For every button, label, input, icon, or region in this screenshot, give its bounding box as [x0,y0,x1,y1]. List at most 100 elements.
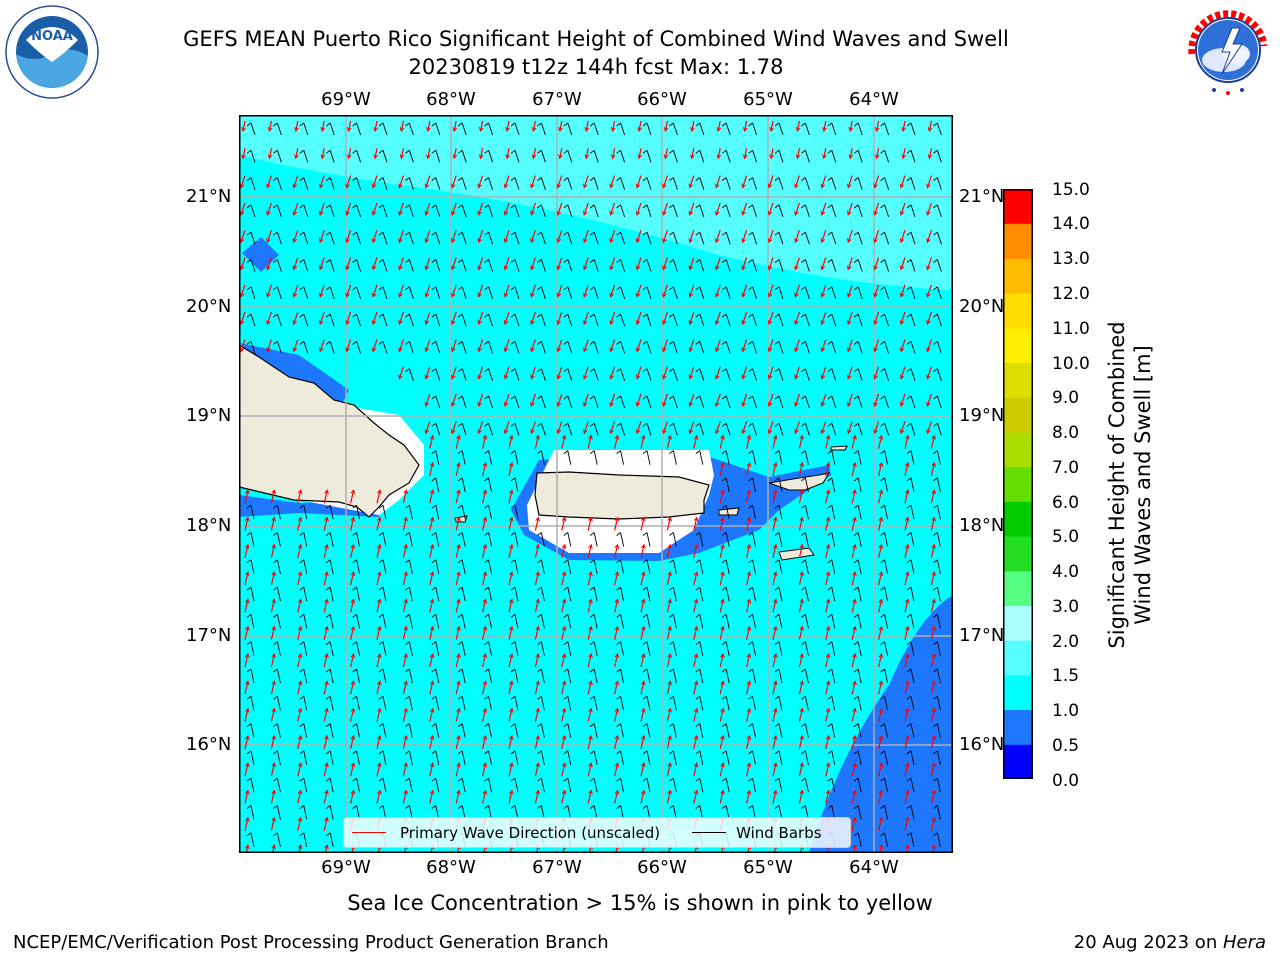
wave-direction-arrow [772,626,777,640]
wind-barb-staff [329,313,335,327]
wind-barb-staff [752,641,757,656]
wave-direction-arrow [904,763,909,777]
wind-barb-tick [748,313,753,318]
wave-arrow-head [424,183,430,189]
wind-barb-tick [827,204,833,209]
wave-direction-arrow [821,421,827,434]
wind-barb-staff [540,668,545,684]
wave-arrow-head [873,401,878,407]
wind-barb-staff [752,259,758,272]
wave-direction-arrow [847,393,853,407]
wave-direction-arrow [372,175,378,188]
wave-direction-arrow [878,490,883,504]
wave-arrow-head [477,210,482,216]
wind-barb-tick [299,259,305,263]
wind-barb-staff [936,750,941,765]
wave-direction-arrow [451,311,457,325]
wave-direction-arrow [636,202,642,216]
wave-direction-arrow [719,653,724,668]
wind-barb-staff [540,750,545,765]
wave-direction-arrow [640,735,645,750]
wave-direction-arrow [666,735,671,750]
wind-barb-tick [325,341,331,345]
wind-barb-staff [514,313,520,327]
wind-barb-tick [352,177,357,181]
wind-barb-staff [699,750,704,765]
wind-barb-tick [484,231,489,236]
wave-arrow-head [931,762,936,768]
wind-barb-tick [642,177,648,181]
wave-direction-arrow [508,435,513,449]
wave-direction-arrow [297,735,302,750]
wind-barb-tick [906,777,912,782]
wave-direction-arrow [878,435,883,449]
wind-barb-staff [356,641,361,656]
wind-barb-tick [774,422,780,427]
wind-barb-tick [484,450,489,454]
wind-barb-tick [431,668,437,673]
wind-barb-tick [695,395,701,400]
wind-barb-staff [567,313,573,327]
wave-arrow-head [530,292,535,298]
wind-barb-tick [431,341,437,345]
wind-barb-staff [804,750,809,765]
wave-direction-arrow [851,681,856,695]
wind-barb-tick [906,832,912,837]
wave-arrow-head [346,154,352,160]
wave-direction-arrow [746,626,751,640]
wave-direction-arrow [557,311,563,325]
wind-barb-staff [910,641,915,656]
wind-barb-tick [721,204,727,209]
wind-barb-tick [827,368,833,373]
wind-barb-staff [910,423,916,436]
legend-barb-label: Wind Barbs [736,823,822,842]
wind-barb-staff [725,122,731,136]
wind-barb-staff [408,177,414,190]
wind-barb-tick [880,477,885,482]
wave-direction-arrow [293,175,299,188]
wave-arrow-head [899,401,905,407]
wave-arrow-head [452,154,458,160]
wave-direction-arrow [662,230,668,243]
wind-barb-tick [880,805,885,809]
wave-arrow-head [556,292,562,298]
wind-barb-tick [721,313,727,318]
wind-barb-tick [721,450,727,454]
wind-barb-tick [853,641,859,646]
wind-barb-tick [827,668,833,673]
wind-barb-staff [276,559,281,574]
wave-arrow-head [429,625,435,631]
wave-arrow-head [799,516,804,522]
wave-direction-arrow [508,599,513,613]
wind-barb-tick [246,341,252,345]
wave-arrow-head [350,652,356,658]
wind-barb-tick [378,586,384,591]
colorbar-bin [1003,536,1033,572]
colorbar-tick: 0.0 [1052,771,1080,791]
wind-barb-tick [616,395,621,400]
wind-barb-tick [589,286,595,291]
wave-arrow-head [345,183,350,189]
wave-arrow-head [350,516,356,522]
wind-barb-tick [642,614,648,618]
wind-barb-tick [721,395,727,400]
wind-barb-staff [461,341,467,354]
wind-barb-staff [276,805,281,820]
wave-arrow-head [350,489,356,495]
wind-barb-tick [880,177,885,181]
wave-direction-arrow [851,571,856,586]
wave-direction-arrow [693,599,698,613]
wave-arrow-head [901,154,906,160]
wind-barb-tick [378,313,384,318]
wind-barb-staff [725,477,730,492]
wave-arrow-head [846,292,852,298]
wind-barb-staff [804,259,810,272]
wave-direction-arrow [610,284,616,297]
wave-arrow-head [508,598,514,604]
wave-arrow-head [820,183,826,189]
wave-direction-arrow [266,230,272,243]
wind-barb-tick [616,149,621,154]
wind-barb-tick [642,668,648,673]
wave-direction-arrow [323,735,328,750]
wind-barb-tick [537,149,542,154]
